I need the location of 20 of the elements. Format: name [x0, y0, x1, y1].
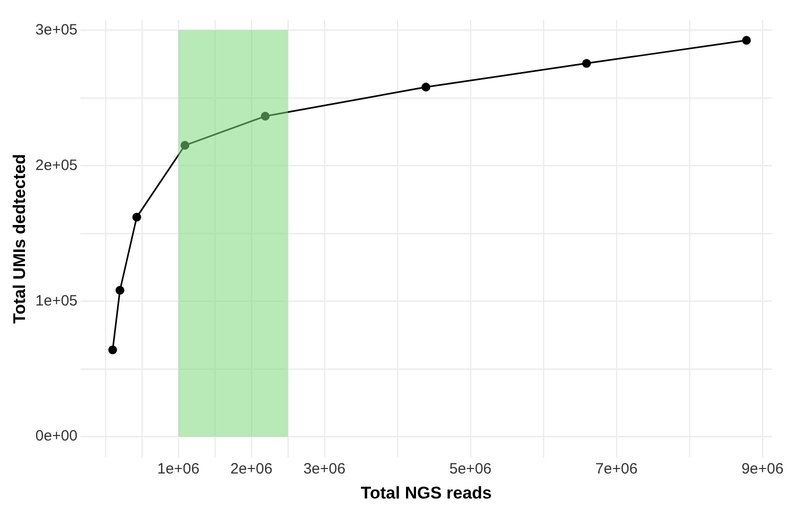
- y-tick-label: 3e+05: [35, 21, 78, 38]
- y-tick-label: 2e+05: [35, 156, 78, 174]
- x-tick-label: 7e+06: [595, 460, 638, 478]
- point: [422, 82, 430, 92]
- point: [116, 286, 124, 295]
- point: [132, 212, 142, 222]
- point: [180, 140, 190, 150]
- point: [742, 36, 751, 45]
- x-tick-label: 2e+06: [230, 460, 272, 478]
- y-axis-title: Total UMIs dedtected: [10, 154, 29, 324]
- x-axis-title: Total NGS reads: [360, 483, 492, 502]
- point: [582, 58, 591, 68]
- x-tick-label: 9e+06: [741, 460, 784, 478]
- point: [108, 345, 118, 354]
- point: [260, 112, 270, 121]
- y-tick-label: 0e+00: [35, 428, 78, 445]
- x-tick-label: 5e+06: [449, 460, 492, 478]
- y-tick-label: 1e+05: [35, 292, 78, 310]
- x-tick-label: 1e+06: [157, 460, 200, 478]
- x-tick-label: 3e+06: [303, 460, 346, 478]
